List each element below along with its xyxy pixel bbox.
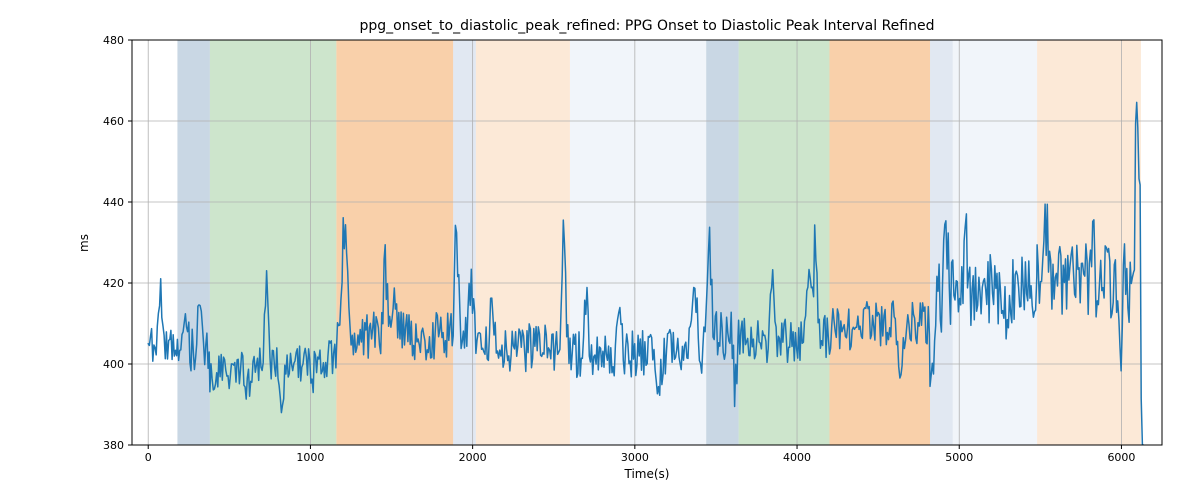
svg-text:460: 460	[103, 115, 124, 128]
svg-text:400: 400	[103, 358, 124, 371]
svg-text:6000: 6000	[1107, 451, 1135, 464]
svg-text:380: 380	[103, 439, 124, 452]
svg-text:440: 440	[103, 196, 124, 209]
plot-area: 0 1000 2000 3000 4000 5000 6000 380 400 420 440 460…	[0, 0, 1200, 500]
svg-text:0: 0	[145, 451, 152, 464]
svg-text:3000: 3000	[621, 451, 649, 464]
svg-text:420: 420	[103, 277, 124, 290]
svg-text:480: 480	[103, 34, 124, 47]
svg-text:2000: 2000	[459, 451, 487, 464]
svg-text:5000: 5000	[945, 451, 973, 464]
svg-text:4000: 4000	[783, 451, 811, 464]
figure: ppg_onset_to_diastolic_peak_refined: PPG…	[0, 0, 1200, 500]
svg-text:1000: 1000	[296, 451, 324, 464]
